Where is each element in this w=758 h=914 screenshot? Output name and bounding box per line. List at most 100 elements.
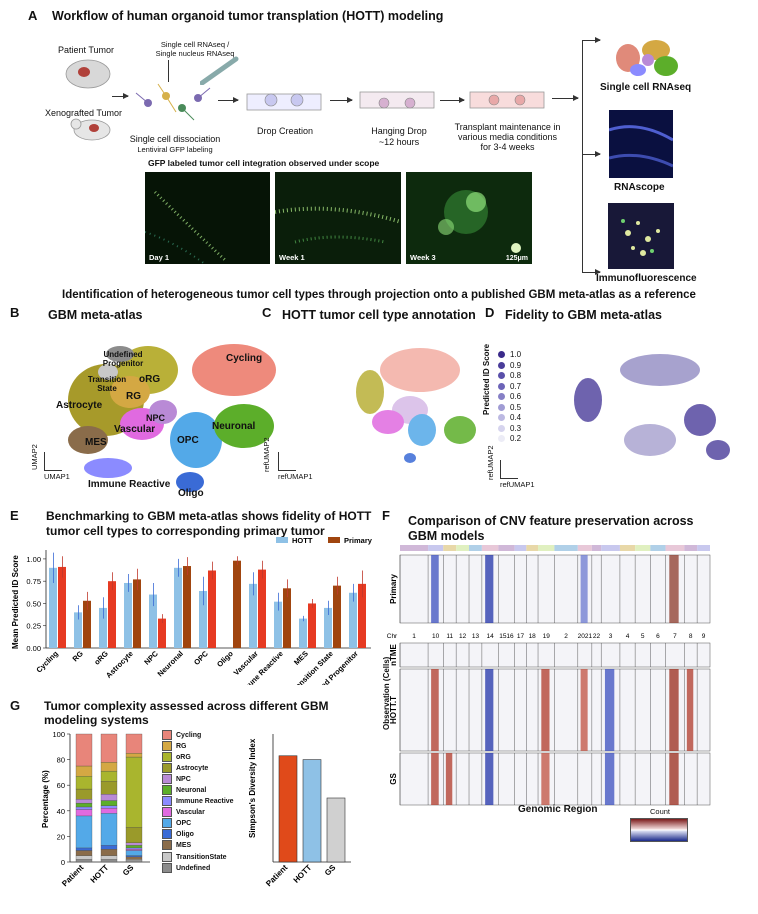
d-legend-dot — [498, 382, 505, 390]
g-legend-swatch — [162, 785, 172, 796]
g1-ytick-label: 100 — [52, 730, 65, 739]
e-bar-primary — [158, 618, 166, 648]
f-row-label: Primary — [389, 574, 398, 604]
g1-segment — [100, 770, 118, 782]
transplant-dish-icon — [469, 91, 545, 109]
d-legend-value: 0.7 — [510, 381, 522, 391]
panel-g-title-2: modeling systems — [44, 713, 149, 727]
d-legend-item: 0.4 — [498, 413, 521, 424]
f-colorbar — [630, 818, 688, 842]
f-cnv-cell — [485, 669, 494, 751]
g2-bar — [302, 759, 322, 863]
g1-segment — [100, 805, 118, 809]
g1-segment — [125, 850, 143, 856]
patient-tumor-mark — [78, 67, 90, 77]
label-immune: Immune Reactive — [88, 479, 171, 490]
f-chr-label: 22 — [593, 633, 601, 640]
d-legend-value: 0.8 — [510, 371, 522, 380]
g1-segment — [125, 845, 143, 849]
patient-tumor-label: Patient Tumor — [58, 45, 115, 55]
f-chr-label: 4 — [626, 633, 630, 640]
g1-segment — [75, 802, 93, 808]
f-chr-band — [601, 545, 620, 551]
f-chr-label: 5 — [641, 633, 645, 640]
f-chr-band — [697, 545, 710, 551]
f-chr-label: 7 — [673, 633, 677, 640]
g1-segment — [125, 756, 143, 828]
panel-f-letter: F — [382, 508, 390, 523]
e-bar-hott — [99, 607, 107, 648]
g1-segment — [125, 842, 143, 846]
day1-label: Day 1 — [149, 253, 170, 262]
g1-segment — [75, 776, 93, 790]
g-legend-label: Undefined — [176, 864, 211, 872]
drop-creation-dish-icon — [246, 93, 322, 111]
e-y-label: Mean Predicted ID Score — [11, 555, 20, 649]
d-legend-dot — [498, 414, 505, 422]
d-legend-item: 0.2 — [498, 434, 521, 445]
gfp-caption: GFP labeled tumor cell integration obser… — [148, 158, 380, 168]
e-category-label: OPC — [192, 649, 210, 667]
f-x-axis: Genomic Region — [518, 804, 598, 815]
f-cnv-cell — [431, 555, 439, 623]
cnv-heatmap: 1 10 11 12 13 14 1516 17 18 19 2 2021 22 3 4 5 6 7 8 9 Chr Pr… — [387, 545, 711, 806]
panel-g-letter: G — [10, 698, 21, 713]
d-legend-value: 0.4 — [510, 413, 522, 422]
g-legend-swatch — [162, 818, 172, 829]
e-bar-primary — [108, 581, 116, 648]
g2-bar — [326, 797, 346, 863]
panel-f-title-2: GBM models — [408, 529, 485, 543]
g-legend-label: Oligo — [176, 831, 194, 839]
d-legend-title: Predicted ID Score — [482, 343, 491, 415]
g-legend-item: Neuronal — [162, 785, 234, 796]
e-category-label: Astrocyte — [104, 649, 135, 680]
d-legend-dot — [498, 403, 505, 411]
g1-segment — [75, 809, 93, 817]
f-chr-band — [577, 545, 592, 551]
d-legend-value: 0.5 — [510, 402, 522, 412]
e-bar-primary — [133, 579, 141, 648]
d-legend-item: 0.5 — [498, 403, 521, 414]
g2-y-label: Simpson's Diversity Index — [248, 738, 257, 838]
g-legend-item: OPC — [162, 818, 234, 829]
e-bar-hott — [124, 582, 132, 648]
f-cnv-cell — [669, 753, 679, 805]
f-row-label: nTME — [389, 643, 398, 665]
g1-segment — [125, 847, 143, 850]
d-legend-value: 0.9 — [510, 360, 522, 370]
e-legend-swatch — [328, 537, 340, 543]
label-org: oRG — [139, 374, 161, 385]
f-cnv-cell — [669, 669, 679, 751]
f-chr-label: 17 — [517, 633, 525, 640]
e-ytick-label: 1.00 — [26, 555, 41, 564]
g1-segment — [100, 845, 118, 850]
g1-segment — [75, 733, 93, 767]
g1-segment — [100, 762, 118, 772]
opc-cluster — [170, 412, 222, 468]
f-cnv-cell — [485, 555, 494, 623]
g-legend-swatch — [162, 851, 172, 862]
f-chr-label: 18 — [529, 633, 537, 640]
f-chr-title: Chr — [387, 633, 398, 640]
g1-ytick-label: 20 — [57, 832, 65, 841]
hanging-drop-duration: ~12 hours — [378, 137, 420, 147]
transplant-label-1: Transplant maintenance in — [454, 122, 561, 132]
d-legend-value: 0.2 — [510, 434, 522, 443]
f-chr-band — [443, 545, 457, 551]
e-ytick-label: 0.00 — [26, 644, 41, 653]
e-category-label: RG — [71, 649, 85, 663]
hanging-drop-icon — [359, 91, 435, 109]
f-chr-label: 19 — [543, 633, 551, 640]
f-chr-band — [456, 545, 470, 551]
e-bar-primary — [83, 600, 91, 648]
f-chr-label: 2021 — [578, 633, 593, 640]
f-chr-band — [635, 545, 651, 551]
g-legend-label: OPC — [176, 820, 192, 828]
g2-category-label: HOTT — [292, 863, 314, 885]
label-rg: RG — [126, 391, 141, 402]
d-legend-item: 0.3 — [498, 424, 521, 435]
c-y-axis: refUMAP2 — [262, 437, 271, 472]
label-cycling: Cycling — [226, 353, 263, 364]
e-ytick-label: 0.50 — [26, 599, 41, 608]
